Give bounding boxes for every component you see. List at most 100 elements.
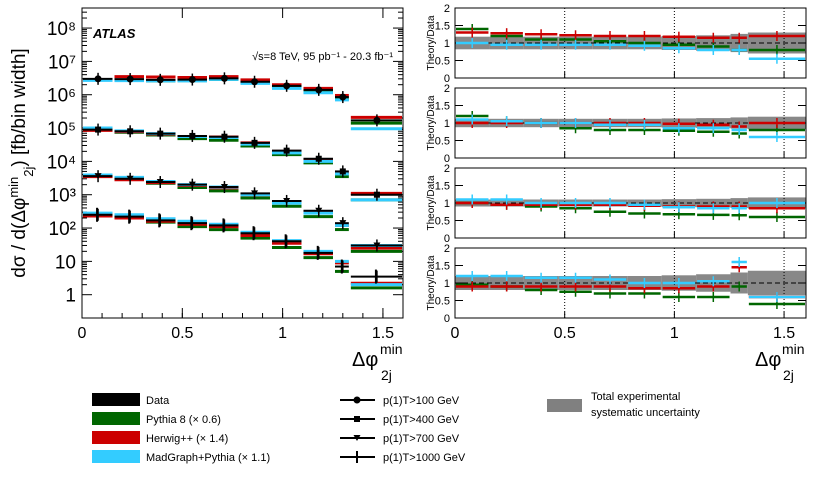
ratio-panel-2: 0 0.5 1 1.5 2 Theory/Data	[426, 83, 807, 165]
ratio-y-tick-label: 1	[444, 198, 450, 210]
ratio-y-tick-label: 1.5	[435, 261, 450, 273]
ratio-x-tick-label: 0.5	[554, 325, 576, 342]
data-point-pt100	[220, 74, 228, 82]
data-point-pt100	[188, 76, 196, 84]
legend-pt700-label: p(1)T>700 GeV	[383, 433, 460, 445]
legend-data-label: Data	[146, 395, 170, 407]
ratio-y-label: Theory/Data	[426, 255, 437, 310]
legend-pt100-label: p(1)T>100 GeV	[383, 395, 460, 407]
y-axis-label: dσ / d(Δφmin2j) [fb/bin width]	[6, 48, 36, 277]
legend-pythia-swatch	[92, 412, 140, 425]
data-point-pt700	[156, 179, 164, 186]
data-point-pt700	[220, 184, 228, 191]
data-point-pt700	[251, 190, 259, 197]
ratio-y-label: Theory/Data	[426, 95, 437, 150]
x-axis-label: Δφ min 2j	[352, 341, 403, 383]
legend-herwig-swatch	[92, 431, 140, 444]
y-tick-label: 10⁵	[47, 119, 76, 140]
data-point-pt100	[339, 93, 347, 101]
ratio-y-tick-label: 1	[444, 278, 450, 290]
data-point-pt400	[95, 126, 102, 133]
x-tick-label: 0	[78, 325, 87, 342]
ratio-y-tick-label: 2	[444, 83, 450, 95]
ratio-plots: 0 0.5 1 1.5 2 Theory/Data 0 0.5 1 1.5 2 Theory/Data…	[426, 3, 807, 383]
x-tick-label: 1	[278, 325, 287, 342]
legend-syst-swatch	[547, 399, 582, 412]
legend-pt700-marker	[340, 435, 375, 441]
ratio-y-label: Theory/Data	[426, 15, 437, 70]
legend-pt1000-label: p(1)T>1000 GeV	[383, 452, 466, 464]
legend-syst-line1: Total experimental	[591, 391, 680, 403]
data-point-pt100	[156, 76, 164, 84]
legend-pythia-label: Pythia 8 (× 0.6)	[146, 414, 221, 426]
data-point-pt400	[373, 191, 380, 198]
atlas-label: ATLAS	[92, 26, 136, 41]
ratio-panel-3: 0 0.5 1 1.5 2 Theory/Data	[426, 163, 807, 245]
ratio-y-tick-label: 1	[444, 118, 450, 130]
legend-madgraph-swatch	[92, 450, 140, 463]
data-point-pt700	[283, 197, 291, 204]
ratio-y-tick-label: 0	[444, 233, 450, 245]
y-tick-label: 10³	[49, 186, 76, 207]
data-point-pt400	[251, 139, 258, 146]
ratio-y-tick-label: 2	[444, 163, 450, 175]
legend-syst-line2: systematic uncertainty	[591, 407, 700, 419]
data-point-pt100	[126, 75, 134, 83]
data-point-pt700	[94, 173, 102, 180]
legend-pt1000-marker	[340, 451, 375, 463]
legend-herwig-label: Herwig++ (× 1.4)	[146, 433, 228, 445]
ratio-panel-4: 0 0.5 1 1.5 2 Theory/Data	[426, 243, 807, 325]
ratio-y-tick-label: 0.5	[435, 296, 450, 308]
y-tick-label: 10⁸	[47, 19, 76, 40]
data-point-pt400	[189, 132, 196, 139]
y-tick-label: 10⁴	[47, 152, 76, 173]
ratio-y-tick-label: 1.5	[435, 21, 450, 33]
ratio-panel-1: 0 0.5 1 1.5 2 Theory/Data	[426, 3, 807, 85]
legend-pt100-marker	[340, 396, 375, 404]
data-point-pt400	[127, 128, 134, 135]
data-point-pt100	[283, 82, 291, 90]
ratio-y-tick-label: 0	[444, 313, 450, 325]
data-point-pt400	[315, 155, 322, 162]
ratio-y-tick-label: 0.5	[435, 216, 450, 228]
ratio-y-tick-label: 2	[444, 243, 450, 255]
ratio-y-tick-label: 1	[444, 38, 450, 50]
legend-pt400-label: p(1)T>400 GeV	[383, 414, 460, 426]
y-tick-label: 1	[65, 286, 76, 307]
legend-madgraph-label: MadGraph+Pythia (× 1.1)	[146, 452, 270, 464]
cross-section-plot: 1 10 10² 10³ 10⁴ 10⁵ 10⁶ 10⁷ 10⁸ 0 0.5 1 1.5 dσ / d(Δ…	[6, 7, 404, 383]
x-tick-label: 1.5	[372, 325, 394, 342]
ratio-y-label: Theory/Data	[426, 175, 437, 230]
legend-pt400-marker	[340, 416, 375, 422]
ratio-y-tick-label: 0.5	[435, 56, 450, 68]
x-tick-label: 0.5	[171, 325, 193, 342]
data-point-pt400	[339, 168, 346, 175]
y-tick-label: 10	[55, 252, 76, 273]
data-point-pt700	[339, 220, 347, 227]
data-point-pt400	[157, 130, 164, 137]
data-point-pt700	[315, 207, 323, 214]
y-tick-label: 10⁶	[47, 86, 76, 107]
data-point-pt700	[126, 175, 134, 182]
y-tick-label: 10²	[49, 219, 76, 240]
legend: Data Pythia 8 (× 0.6) Herwig++ (× 1.4) M…	[92, 391, 700, 464]
ratio-y-tick-label: 0	[444, 153, 450, 165]
ratio-y-tick-label: 0	[444, 73, 450, 85]
ratio-y-tick-label: 1.5	[435, 181, 450, 193]
data-point-pt400	[283, 147, 290, 154]
ratio-y-tick-label: 1.5	[435, 101, 450, 113]
ratio-x-axis-label: Δφmin 2j	[755, 341, 805, 383]
ratio-y-tick-label: 2	[444, 3, 450, 15]
data-point-pt100	[315, 86, 323, 94]
data-point-pt100	[94, 75, 102, 83]
data-point-pt400	[221, 133, 228, 140]
data-point-pt700	[373, 242, 381, 249]
ratio-x-tick-label: 0	[451, 325, 460, 342]
y-tick-label: 10⁷	[48, 52, 76, 73]
data-point-pt100	[251, 78, 259, 86]
ratio-y-tick-label: 0.5	[435, 136, 450, 148]
ratio-x-tick-label: 1.5	[773, 325, 795, 342]
ratio-x-tick-label: 1	[670, 325, 679, 342]
data-point-pt100	[373, 116, 381, 124]
energy-lumi-label: √s=8 TeV, 95 pb⁻¹ - 20.3 fb⁻¹	[252, 51, 393, 63]
